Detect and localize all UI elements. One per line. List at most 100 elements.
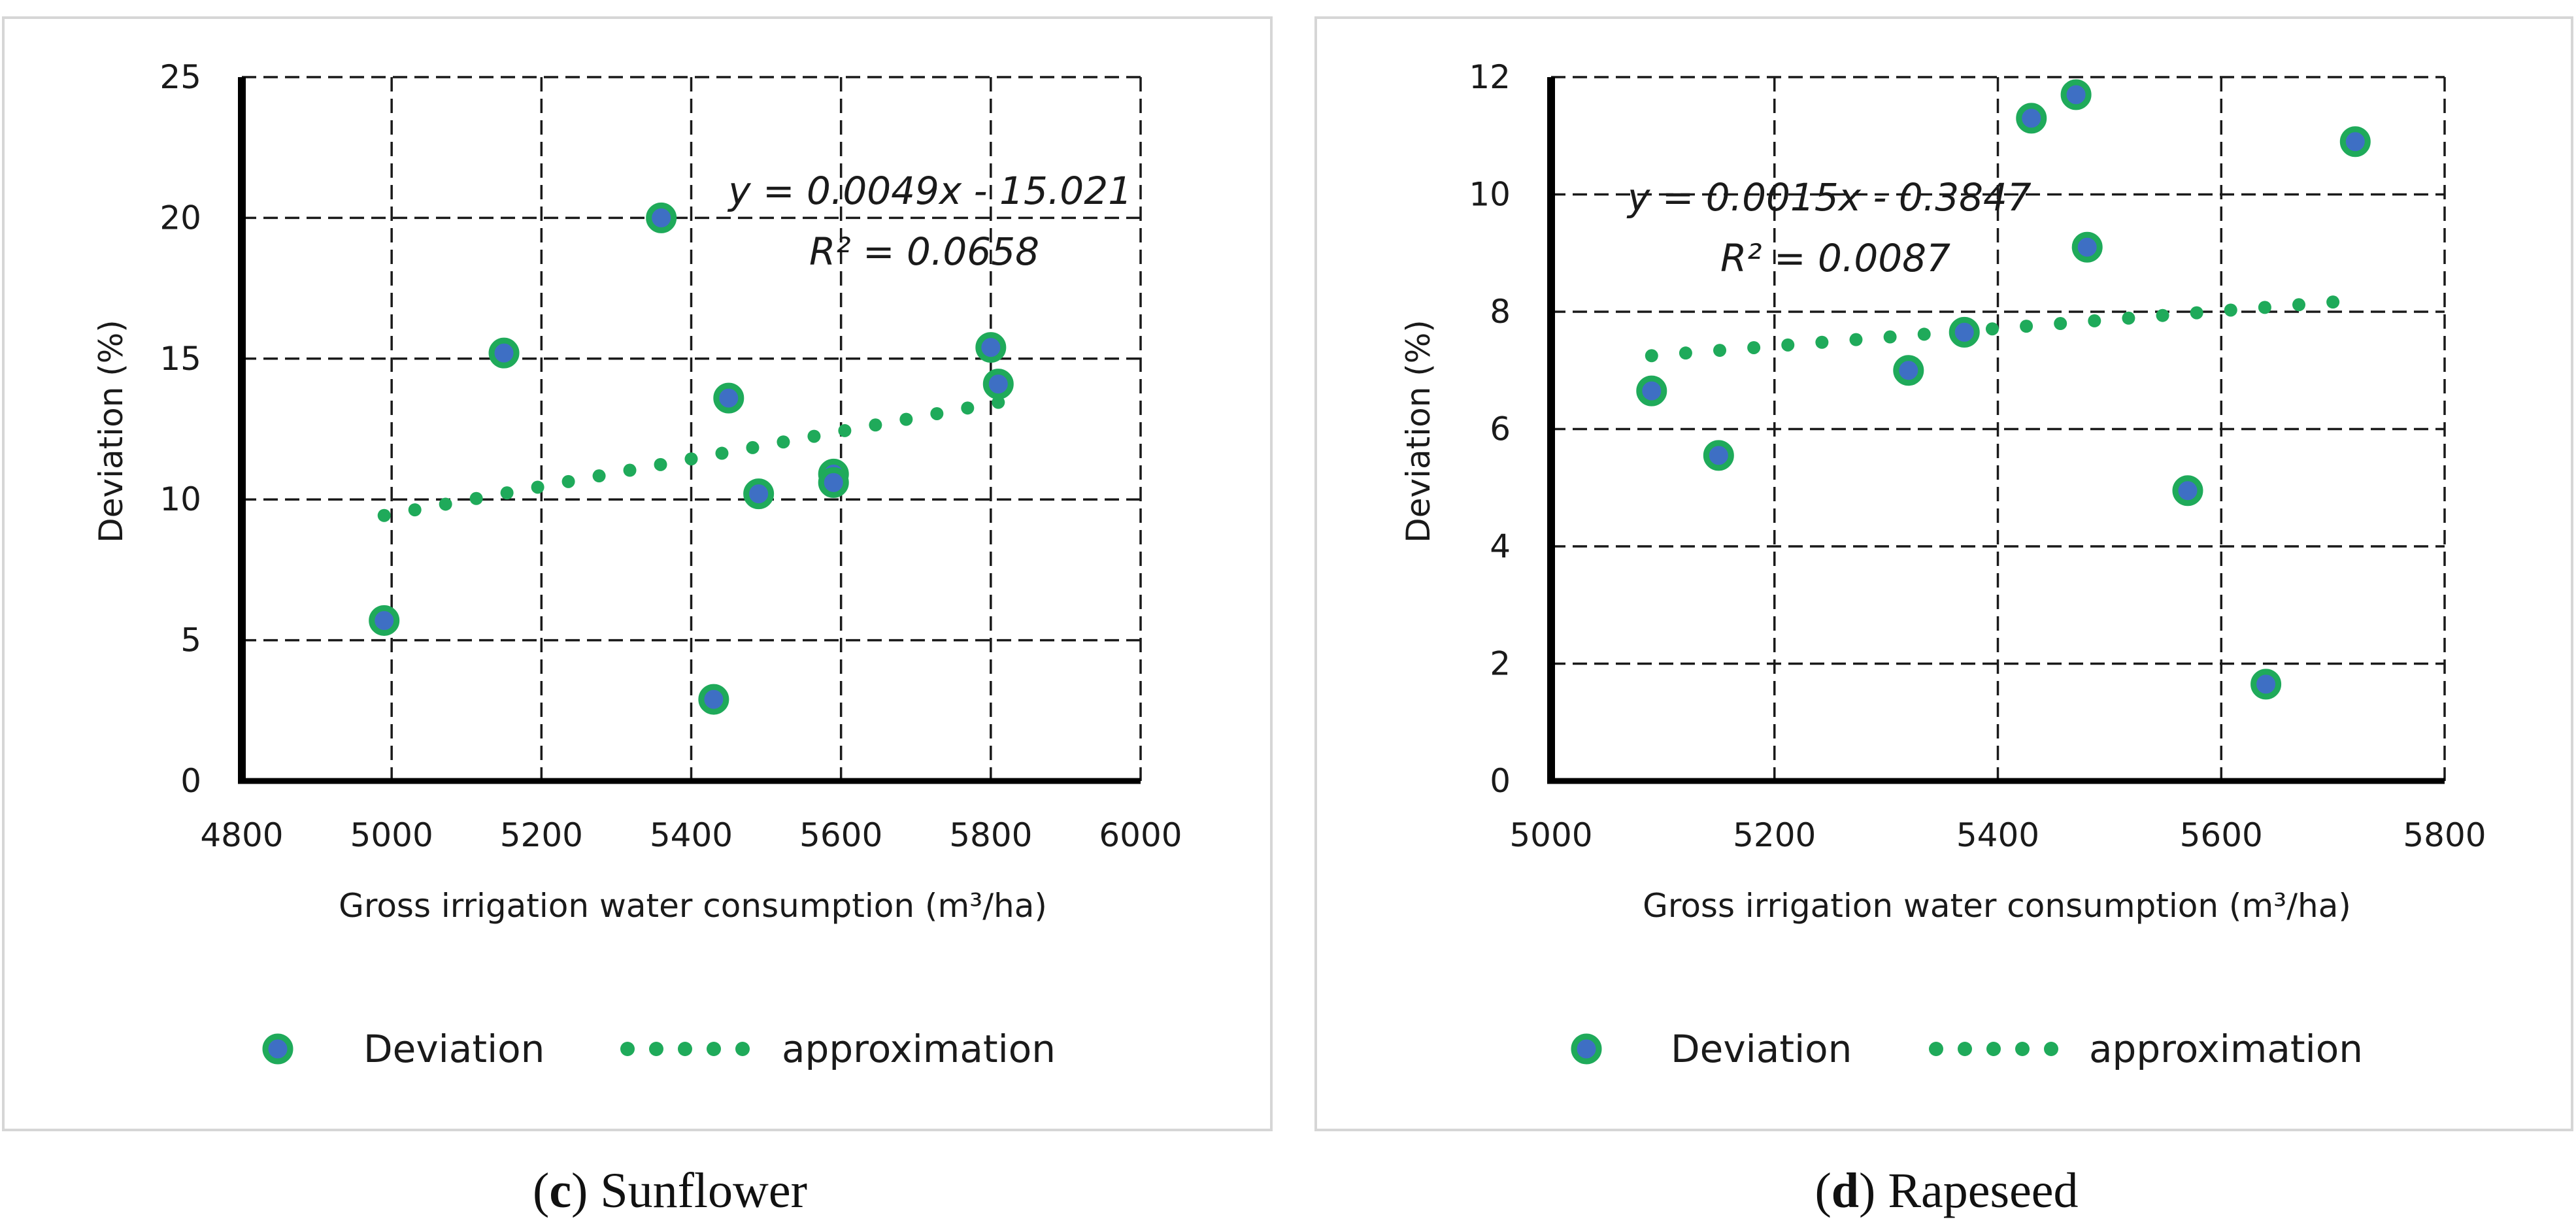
- trendline-dot: [807, 429, 821, 443]
- trendline-dot: [777, 435, 790, 449]
- trendline-dot: [2292, 298, 2306, 312]
- trendline-dot: [1747, 340, 1761, 354]
- trendline-dot: [2122, 311, 2135, 325]
- r-squared-sunflower: R² = 0.0658: [809, 229, 1039, 274]
- x-axis-label-rapeseed: Gross irrigation water consumption (m³/h…: [1643, 887, 2351, 925]
- r-squared-rapeseed: R² = 0.0087: [1720, 236, 1950, 280]
- legend-rapeseed: Deviation approximation: [1571, 1027, 2363, 1071]
- trendline-dot: [1883, 330, 1897, 344]
- x-tick-label: 4800: [200, 816, 283, 854]
- y-axis-label-sunflower: Deviation (%): [92, 320, 130, 543]
- x-tick-label: 6000: [1099, 816, 1182, 854]
- data-point: [1636, 375, 1667, 407]
- trendline-dot: [408, 503, 422, 517]
- y-axis-label-rapeseed: Deviation (%): [1399, 320, 1437, 543]
- legend-dot: [649, 1042, 663, 1056]
- caption-rapeseed: (d) Rapeseed: [1815, 1163, 2078, 1218]
- legend-marker-approximation: [1929, 1042, 2058, 1056]
- trendline-dot: [592, 469, 606, 483]
- x-tick-label: 5000: [350, 816, 433, 854]
- x-tick-label: 5200: [500, 816, 583, 854]
- y-tick-label: 8: [1490, 293, 1511, 331]
- data-point: [2339, 126, 2371, 158]
- data-point: [982, 369, 1014, 400]
- grid-rapeseed: [1551, 76, 2446, 781]
- trendline-dot: [2054, 317, 2067, 331]
- legend-marker-approximation: [620, 1042, 750, 1056]
- data-point: [1893, 355, 1924, 386]
- trendline-dot: [1645, 349, 1658, 363]
- legend-dot: [678, 1042, 692, 1056]
- chart-frame-rapeseed: [1314, 16, 2573, 1131]
- legend-dot: [1958, 1042, 1972, 1056]
- data-point: [1703, 440, 1734, 471]
- points-sunflower: [369, 202, 1014, 715]
- y-ticks-rapeseed: 0 2 4 6 8 10 12: [1469, 58, 1511, 800]
- x-tick-label: 5800: [949, 816, 1032, 854]
- axes-sunflower: [238, 77, 1141, 784]
- trendline-dot: [469, 491, 483, 505]
- data-point: [975, 332, 1007, 363]
- trendline-dot: [2224, 303, 2237, 317]
- legend-dot: [735, 1042, 750, 1056]
- y-ticks-sunflower: 0 5 10 15 20 25: [159, 58, 201, 800]
- legend-label-deviation: Deviation: [1671, 1027, 1852, 1071]
- data-point: [488, 337, 520, 369]
- y-tick-label: 10: [1469, 176, 1511, 214]
- trendline-rapeseed: [1645, 295, 2340, 363]
- data-point: [1949, 316, 1980, 348]
- trendline-dot: [2020, 320, 2033, 333]
- trendline-dot: [377, 508, 391, 522]
- legend-dot: [1929, 1042, 1943, 1056]
- trendline-dot: [500, 486, 514, 500]
- y-tick-label: 20: [159, 199, 201, 237]
- y-tick-label: 6: [1490, 410, 1511, 448]
- y-tick-label: 12: [1469, 58, 1511, 96]
- trendline-dot: [1917, 327, 1931, 341]
- y-tick-label: 15: [159, 340, 201, 378]
- y-tick-label: 2: [1490, 645, 1511, 683]
- trendline-dot: [992, 395, 1005, 409]
- y-tick-label: 25: [159, 58, 201, 96]
- legend-label-approximation: approximation: [782, 1027, 1056, 1071]
- y-tick-label: 10: [159, 480, 201, 518]
- trendline-dot: [531, 480, 544, 494]
- y-tick-label: 0: [1490, 762, 1511, 800]
- x-ticks-sunflower: 4800 5000 5200 5400 5600 5800 6000: [200, 816, 1182, 854]
- trendline-dot: [684, 452, 698, 466]
- trendline-dot: [1781, 338, 1795, 352]
- data-point: [2016, 103, 2047, 134]
- x-ticks-rapeseed: 5000 5200 5400 5600 5800: [1509, 816, 2486, 854]
- equation-sunflower: y = 0.0049x - 15.021: [727, 169, 1132, 213]
- trendline-dot: [1985, 322, 1999, 336]
- grid-sunflower: [242, 76, 1142, 781]
- data-point: [2071, 231, 2103, 263]
- trendline-dot: [715, 446, 729, 460]
- trendline-dot: [2190, 306, 2203, 320]
- x-tick-label: 5600: [799, 816, 882, 854]
- y-tick-label: 0: [180, 762, 201, 800]
- trendline-dot: [746, 440, 760, 454]
- chart-frame-sunflower: [2, 16, 1273, 1131]
- data-point: [646, 202, 677, 233]
- data-point: [2172, 475, 2203, 506]
- trendline-sunflower: [377, 395, 1005, 522]
- legend-label-deviation: Deviation: [363, 1027, 544, 1071]
- panel-rapeseed: 0 2 4 6 8 10 12 5000 5200 5400 5600 5800 Deviation…: [1314, 16, 2573, 1218]
- trendline-dot: [869, 418, 882, 432]
- trendline-dot: [439, 497, 452, 511]
- y-tick-label: 5: [180, 622, 201, 659]
- legend-marker-deviation: [262, 1033, 293, 1065]
- x-tick-label: 5000: [1509, 816, 1592, 854]
- trendline-dot: [2258, 301, 2271, 314]
- x-tick-label: 5600: [2180, 816, 2263, 854]
- x-tick-label: 5200: [1733, 816, 1816, 854]
- trendline-dot: [930, 407, 944, 420]
- legend-dot: [1986, 1042, 2001, 1056]
- trendline-dot: [1679, 346, 1692, 360]
- trendline-dot: [561, 474, 575, 488]
- equation-rapeseed: y = 0.0015x - 0.3847: [1626, 175, 2032, 220]
- trendline-dot: [2156, 308, 2169, 322]
